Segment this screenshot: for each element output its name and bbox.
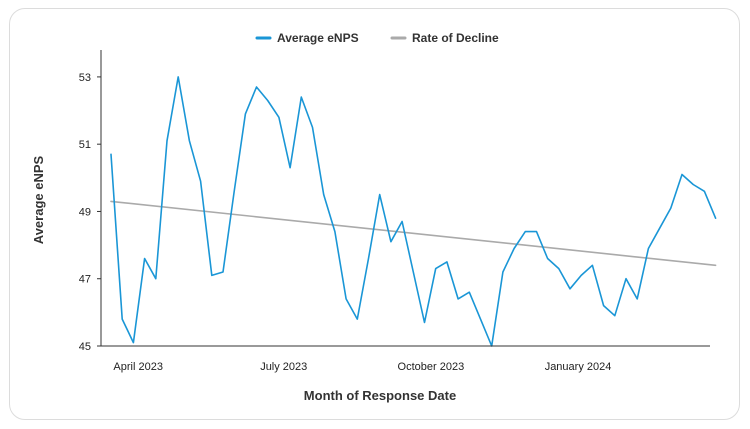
series-line-average-enps [110, 76, 717, 347]
legend-item: Average eNPS [255, 31, 359, 45]
y-axis-title: Average eNPS [31, 155, 46, 244]
legend: Average eNPS Rate of Decline [255, 31, 499, 45]
y-tick-label: 47 [79, 274, 91, 286]
legend-item: Rate of Decline [390, 31, 499, 45]
x-axis-title: Month of Response Date [304, 388, 456, 403]
x-tick-label: January 2024 [545, 361, 612, 373]
plot-area [110, 76, 717, 347]
y-tick-label: 53 [79, 72, 91, 84]
x-tick-label: April 2023 [113, 361, 163, 373]
legend-label: Rate of Decline [412, 31, 499, 45]
axes: 45 47 49 51 53 April 2023 July 2023 October 202… [79, 50, 710, 373]
y-tick-label: 49 [79, 206, 91, 218]
legend-label: Average eNPS [277, 31, 359, 45]
x-tick-label: July 2023 [260, 361, 307, 373]
x-tick-label: October 2023 [398, 361, 465, 373]
chart-card [9, 8, 740, 420]
y-tick-label: 45 [79, 341, 91, 353]
series-line-rate-of-decline [110, 200, 717, 267]
y-tick-label: 51 [79, 139, 91, 151]
